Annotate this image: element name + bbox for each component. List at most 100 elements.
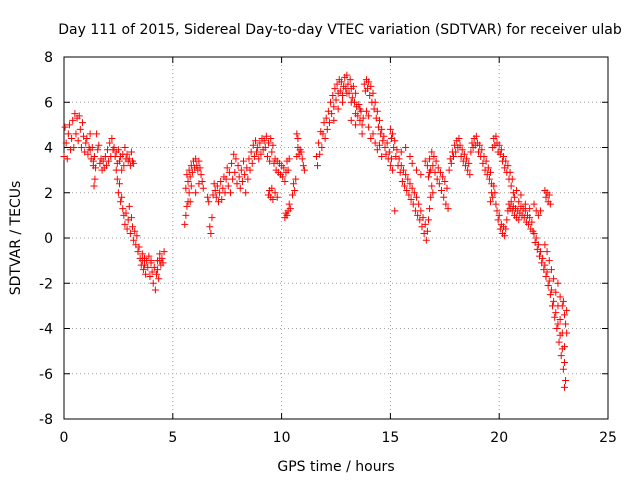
data-point: [386, 125, 394, 133]
data-point: [135, 243, 143, 251]
data-point: [534, 241, 542, 249]
data-points: [60, 71, 571, 391]
x-tick-label: 0: [60, 430, 69, 446]
data-point: [555, 338, 563, 346]
data-point: [130, 236, 138, 244]
data-point: [115, 157, 123, 165]
y-tick-label: 4: [44, 141, 53, 157]
data-point: [405, 191, 413, 199]
data-point: [532, 234, 540, 242]
data-point: [395, 155, 403, 163]
x-tick-labels: 0 5 10 15 20 25: [60, 430, 617, 446]
data-point: [547, 266, 555, 274]
data-point: [233, 180, 241, 188]
data-point: [427, 193, 435, 201]
data-point: [500, 153, 508, 161]
data-point: [90, 153, 98, 161]
data-point: [504, 162, 512, 170]
data-point: [365, 78, 373, 86]
data-point: [537, 248, 545, 256]
data-point: [205, 198, 213, 206]
data-point: [367, 82, 375, 90]
x-tick-label: 10: [273, 430, 291, 446]
data-point: [105, 157, 113, 165]
data-point: [406, 180, 414, 188]
data-point: [495, 141, 503, 149]
data-point: [146, 272, 154, 280]
data-point: [447, 159, 455, 167]
data-point: [108, 134, 116, 142]
y-tick-label: 6: [44, 95, 53, 111]
data-point: [503, 216, 511, 224]
data-point: [369, 89, 377, 97]
data-point: [284, 166, 292, 174]
data-point: [478, 146, 486, 154]
data-point: [460, 150, 468, 158]
data-point: [559, 297, 567, 305]
data-point: [240, 157, 248, 165]
data-point: [315, 139, 323, 147]
data-point: [82, 139, 90, 147]
data-point: [421, 220, 429, 228]
data-point: [138, 257, 146, 265]
data-point: [232, 155, 240, 163]
data-point: [71, 110, 79, 118]
data-point: [421, 157, 429, 165]
data-point: [213, 182, 221, 190]
data-point: [83, 134, 91, 142]
data-point: [417, 171, 425, 179]
data-point: [545, 277, 553, 285]
data-point: [557, 352, 565, 360]
data-point: [118, 193, 126, 201]
data-point: [181, 220, 189, 228]
data-point: [507, 182, 515, 190]
data-point: [266, 157, 274, 165]
data-point: [273, 193, 281, 201]
data-point: [222, 175, 230, 183]
data-point: [212, 193, 220, 201]
data-point: [560, 343, 568, 351]
data-point: [452, 148, 460, 156]
data-point: [133, 232, 141, 240]
data-point: [552, 288, 560, 296]
data-point: [235, 173, 243, 181]
data-point: [376, 116, 384, 124]
data-point: [204, 193, 212, 201]
data-point: [484, 164, 492, 172]
data-point: [196, 164, 204, 172]
data-point: [494, 216, 502, 224]
data-point: [123, 225, 131, 233]
x-tick-label: 15: [381, 430, 399, 446]
data-point: [328, 110, 336, 118]
data-point: [443, 184, 451, 192]
data-point: [501, 232, 509, 240]
data-point: [151, 286, 159, 294]
data-point: [435, 180, 443, 188]
data-point: [134, 248, 142, 256]
data-point: [359, 114, 367, 122]
data-point: [352, 121, 360, 129]
data-point: [432, 157, 440, 165]
data-point: [260, 137, 268, 145]
data-point: [183, 202, 191, 210]
data-point: [147, 257, 155, 265]
data-point: [122, 209, 130, 217]
data-point: [246, 166, 254, 174]
data-point: [444, 205, 452, 213]
data-point: [139, 266, 147, 274]
data-point: [74, 137, 82, 145]
data-point: [63, 155, 71, 163]
data-point: [424, 173, 432, 181]
data-point: [339, 91, 347, 99]
data-point: [102, 162, 110, 170]
data-point: [184, 177, 192, 185]
data-point: [271, 189, 279, 197]
data-point: [466, 171, 474, 179]
data-point: [369, 130, 377, 138]
data-point: [68, 134, 76, 142]
data-point: [414, 211, 422, 219]
data-point: [521, 207, 529, 215]
data-point: [110, 144, 118, 151]
data-point: [253, 148, 261, 156]
data-point: [534, 211, 542, 219]
